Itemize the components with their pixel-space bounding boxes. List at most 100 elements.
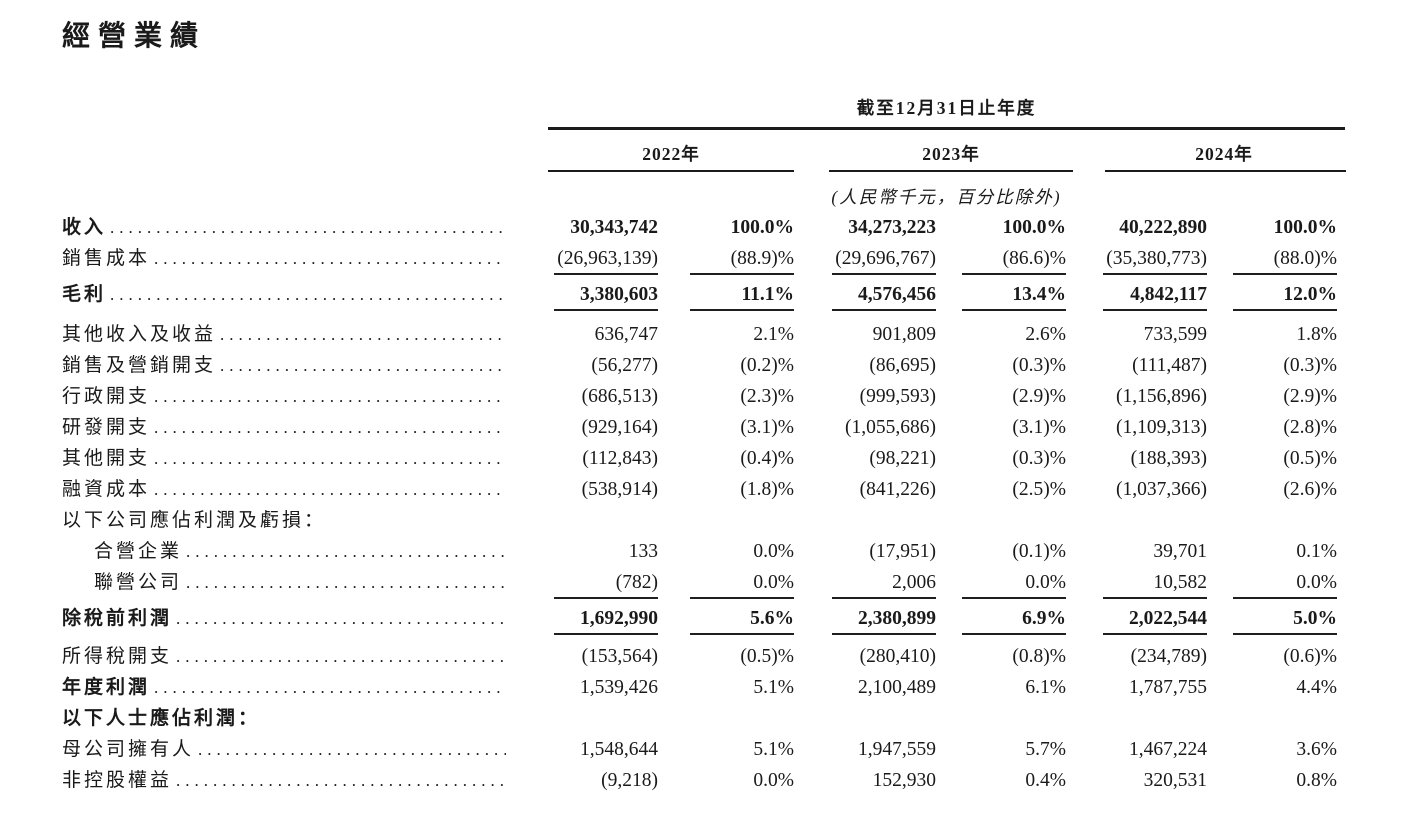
value-2023-amount: (29,696,767)	[832, 248, 936, 275]
value-2023-pct: (2.5)%	[1012, 479, 1066, 500]
dot-leader	[150, 449, 506, 469]
value-2023-pct: (86.6)%	[962, 248, 1066, 275]
value-2022-amount: (782)	[554, 572, 658, 599]
table-row-gross-profit: 毛利 3,380,603 11.1% 4,576,456 13.4% 4,842…	[62, 279, 1337, 311]
value-2022-pct: 5.1%	[753, 677, 794, 698]
value-2023-pct: 13.4%	[962, 284, 1066, 311]
value-2022-amount: (112,843)	[582, 448, 658, 469]
page-title: 經營業績	[62, 21, 207, 52]
row-label-profit-before-tax: 除稅前利潤	[62, 608, 173, 629]
value-2024-pct: (2.8)%	[1283, 417, 1337, 438]
value-2023-pct: (0.8)%	[1012, 646, 1066, 667]
value-2022-amount: (26,963,139)	[554, 248, 658, 275]
value-2022-pct: 2.1%	[753, 324, 794, 345]
value-2022-pct: (0.4)%	[740, 448, 794, 469]
value-2022-pct: 5.6%	[690, 608, 794, 635]
value-2022-pct: (2.3)%	[740, 386, 794, 407]
value-2023-pct: 5.7%	[1025, 739, 1066, 760]
dot-leader	[182, 542, 506, 562]
dot-leader	[194, 740, 506, 760]
dot-leader	[172, 647, 506, 667]
row-label-selling-expenses: 銷售及營銷開支	[62, 355, 217, 376]
value-2023-amount: 152,930	[872, 770, 936, 791]
value-2023-pct: 0.0%	[962, 572, 1066, 599]
value-2024-amount: (188,393)	[1130, 448, 1207, 469]
value-2023-amount: 1,947,559	[858, 739, 936, 760]
value-2022-pct: (3.1)%	[740, 417, 794, 438]
row-label-finance-costs: 融資成本	[62, 479, 151, 500]
dot-leader	[106, 218, 506, 238]
value-2022-pct: 0.0%	[690, 572, 794, 599]
table-row-selling-expenses: 銷售及營銷開支 (56,277) (0.2)% (86,695) (0.3)% …	[62, 350, 1337, 381]
table-row-admin-expenses: 行政開支 (686,513) (2.3)% (999,593) (2.9)% (…	[62, 381, 1337, 412]
value-2022-amount: (153,564)	[581, 646, 658, 667]
value-2023-pct: 6.1%	[1025, 677, 1066, 698]
dot-leader	[150, 678, 506, 698]
row-label-admin-expenses: 行政開支	[62, 386, 151, 407]
value-2024-amount: 10,582	[1103, 572, 1207, 599]
year-underline-2022	[548, 170, 794, 172]
dot-leader	[106, 285, 506, 305]
table-row-other-income: 其他收入及收益 636,747 2.1% 901,809 2.6% 733,59…	[62, 319, 1337, 350]
table-row-revenue: 收入 30,343,742 100.0% 34,273,223 100.0% 4…	[62, 212, 1337, 243]
value-2024-amount: 1,467,224	[1129, 739, 1207, 760]
value-2024-pct: (0.6)%	[1283, 646, 1337, 667]
value-2023-amount: 2,100,489	[858, 677, 936, 698]
value-2022-amount: (686,513)	[581, 386, 658, 407]
value-2024-amount: 733,599	[1143, 324, 1207, 345]
value-2023-amount: 2,006	[832, 572, 936, 599]
value-2022-pct: 100.0%	[730, 217, 794, 238]
value-2023-pct: (3.1)%	[1012, 417, 1066, 438]
value-2023-pct: 0.4%	[1025, 770, 1066, 791]
row-label-rd-expenses: 研發開支	[62, 417, 151, 438]
value-2022-pct: (88.9)%	[690, 248, 794, 275]
table-row-profit-before-tax: 除稅前利潤 1,692,990 5.6% 2,380,899 6.9% 2,02…	[62, 603, 1337, 635]
row-label-owners-of-parent: 母公司擁有人	[62, 739, 195, 760]
row-label-other-expenses: 其他開支	[62, 448, 151, 469]
table-row-associates: 聯營公司 (782) 0.0% 2,006 0.0% 10,582 0.0%	[62, 567, 1337, 599]
value-2023-amount: (86,695)	[869, 355, 936, 376]
value-2024-pct: (0.5)%	[1283, 448, 1337, 469]
year-underline-2023	[829, 170, 1073, 172]
unit-note: (人民幣千元，百分比除外)	[831, 187, 1062, 207]
section-label-share-of-profits: 以下公司應佔利潤及虧損：	[62, 510, 327, 531]
value-2023-amount: (98,221)	[869, 448, 936, 469]
value-2023-pct: (0.3)%	[1012, 448, 1066, 469]
value-2023-amount: 4,576,456	[832, 284, 936, 311]
value-2024-amount: (35,380,773)	[1103, 248, 1207, 275]
row-label-non-controlling-interests: 非控股權益	[62, 770, 173, 791]
value-2024-pct: 0.1%	[1296, 541, 1337, 562]
value-2023-pct: (2.9)%	[1012, 386, 1066, 407]
value-2022-pct: 0.0%	[753, 541, 794, 562]
section-label-profit-attributable: 以下人士應佔利潤：	[62, 708, 261, 729]
value-2022-amount: 3,380,603	[554, 284, 658, 311]
value-2024-amount: 320,531	[1143, 770, 1207, 791]
year-header-2023: 2023年	[922, 144, 980, 164]
value-2022-amount: 1,548,644	[580, 739, 658, 760]
value-2023-amount: 901,809	[872, 324, 936, 345]
value-2022-pct: (1.8)%	[740, 479, 794, 500]
value-2024-amount: (1,037,366)	[1116, 479, 1207, 500]
value-2023-amount: (999,593)	[859, 386, 936, 407]
value-2022-pct: (0.2)%	[740, 355, 794, 376]
value-2022-amount: (9,218)	[601, 770, 658, 791]
dot-leader	[216, 325, 506, 345]
value-2024-pct: 0.8%	[1296, 770, 1337, 791]
value-2024-pct: (0.3)%	[1283, 355, 1337, 376]
value-2024-amount: (1,156,896)	[1116, 386, 1207, 407]
value-2023-pct: 2.6%	[1025, 324, 1066, 345]
table-row-cost-of-sales: 銷售成本 (26,963,139) (88.9)% (29,696,767) (…	[62, 243, 1337, 275]
value-2023-pct: 100.0%	[1002, 217, 1066, 238]
value-2024-pct: 100.0%	[1273, 217, 1337, 238]
row-label-gross-profit: 毛利	[62, 284, 107, 305]
header-rule	[548, 127, 1345, 130]
value-2023-pct: (0.1)%	[1012, 541, 1066, 562]
value-2024-amount: (111,487)	[1132, 355, 1207, 376]
value-2024-amount: 4,842,117	[1103, 284, 1207, 311]
table-row-income-tax: 所得稅開支 (153,564) (0.5)% (280,410) (0.8)% …	[62, 641, 1337, 672]
row-label-profit-for-year: 年度利潤	[62, 677, 151, 698]
year-header-2022: 2022年	[642, 144, 700, 164]
value-2024-amount: 1,787,755	[1129, 677, 1207, 698]
row-label-other-income: 其他收入及收益	[62, 324, 217, 345]
